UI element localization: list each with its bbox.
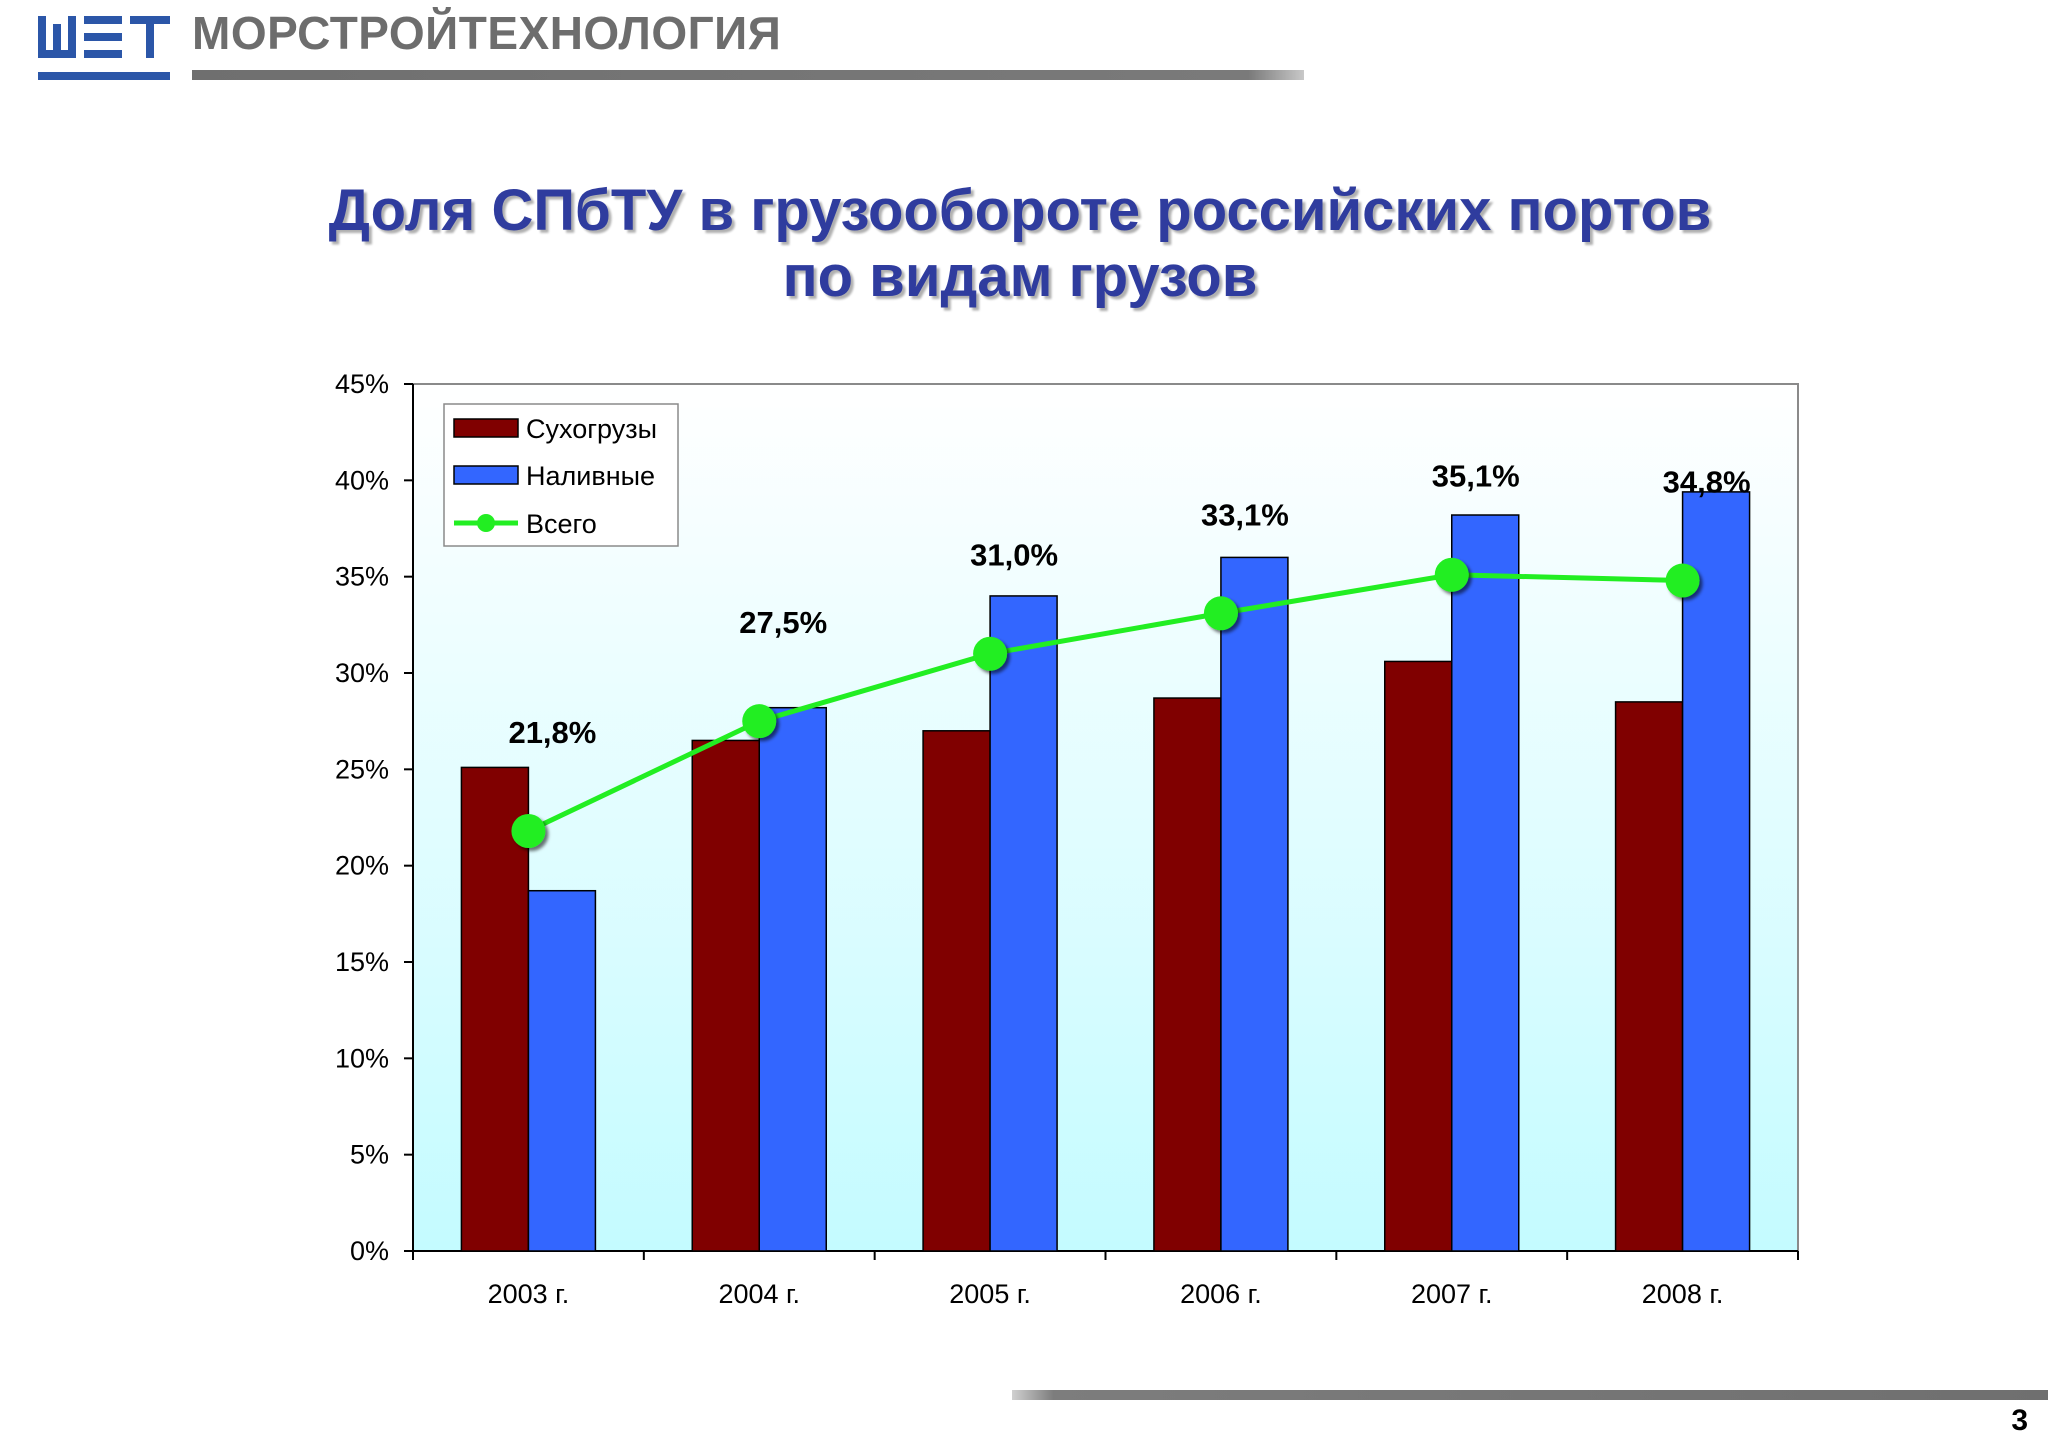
y-tick-label: 45% bbox=[335, 369, 389, 399]
y-tick-label: 35% bbox=[335, 562, 389, 592]
total-marker bbox=[742, 704, 777, 739]
dry-cargo-bar bbox=[1153, 697, 1222, 1252]
liquid-cargo-bar bbox=[758, 706, 827, 1252]
y-tick-label: 0% bbox=[350, 1236, 389, 1266]
company-name: МОРСТРОЙТЕХНОЛОГИЯ bbox=[192, 7, 782, 59]
x-tick-label: 2008 г. bbox=[1642, 1279, 1724, 1309]
y-tick-label: 25% bbox=[335, 754, 389, 784]
dry-cargo-bar bbox=[1384, 660, 1453, 1252]
x-tick-label: 2005 г. bbox=[949, 1279, 1031, 1309]
total-marker bbox=[1203, 596, 1238, 631]
x-tick-label: 2003 г. bbox=[488, 1279, 570, 1309]
slide-title: Доля СПбТУ в грузообороте российских пор… bbox=[160, 178, 1880, 310]
total-line bbox=[527, 572, 1683, 834]
x-tick-label: 2007 г. bbox=[1411, 1279, 1493, 1309]
liquid-cargo-bar bbox=[1451, 514, 1520, 1252]
total-data-label: 35,1% bbox=[1432, 459, 1520, 494]
total-marker bbox=[511, 813, 546, 848]
legend-liquid-swatch bbox=[453, 465, 519, 485]
dry-cargo-bar bbox=[691, 739, 760, 1252]
page-number: 3 bbox=[2011, 1404, 2028, 1437]
legend-label: Сухогрузы bbox=[526, 414, 657, 444]
x-tick-label: 2006 г. bbox=[1180, 1279, 1262, 1309]
legend-label: Всего bbox=[526, 509, 597, 539]
y-tick-label: 15% bbox=[335, 947, 389, 977]
y-tick-label: 30% bbox=[335, 658, 389, 688]
total-data-label: 21,8% bbox=[508, 715, 596, 750]
x-tick-label: 2004 г. bbox=[718, 1279, 800, 1309]
total-data-label: 34,8% bbox=[1663, 465, 1751, 500]
y-tick-label: 10% bbox=[335, 1043, 389, 1073]
y-tick-label: 40% bbox=[335, 465, 389, 495]
slide-title-line-2: по видам грузов bbox=[782, 244, 1258, 309]
total-data-label: 27,5% bbox=[739, 605, 827, 640]
bars bbox=[460, 491, 1751, 1252]
total-marker bbox=[973, 636, 1008, 671]
total-line-series: 21,8% 27,5% 31,0% 33,1% 35,1% 34,8% bbox=[508, 459, 1751, 848]
slide-title-line-1: Доля СПбТУ в грузообороте российских пор… bbox=[328, 178, 1712, 243]
legend-total-marker bbox=[477, 514, 495, 532]
footer-divider bbox=[1012, 1390, 2048, 1400]
company-logo bbox=[38, 16, 170, 80]
liquid-cargo-bar bbox=[1220, 556, 1289, 1252]
y-tick-label: 5% bbox=[350, 1140, 389, 1170]
dry-cargo-bar bbox=[1614, 701, 1684, 1252]
total-marker bbox=[1665, 563, 1700, 598]
liquid-cargo-bar bbox=[1681, 491, 1751, 1252]
liquid-cargo-bar bbox=[989, 595, 1058, 1252]
dry-cargo-bar bbox=[460, 766, 530, 1252]
legend-dry-swatch bbox=[453, 418, 519, 438]
y-tick-label: 20% bbox=[335, 851, 389, 881]
dry-cargo-bar bbox=[922, 730, 991, 1252]
total-data-label: 31,0% bbox=[970, 538, 1058, 573]
total-marker bbox=[1434, 557, 1469, 592]
liquid-cargo-bar bbox=[527, 889, 597, 1252]
y-axis: 0% 5% 10% 15% 20% 25% 30% 35% 40% 45% bbox=[335, 369, 414, 1266]
mst-logo-icon bbox=[38, 16, 170, 80]
total-data-label: 33,1% bbox=[1201, 497, 1289, 532]
legend-label: Наливные bbox=[526, 461, 655, 491]
chart-legend: Сухогрузы Наливные Всего bbox=[443, 403, 679, 547]
header-divider bbox=[192, 70, 1304, 80]
x-axis: 2003 г. 2004 г. 2005 г. 2006 г. 2007 г. 2008 … bbox=[412, 1250, 1799, 1309]
